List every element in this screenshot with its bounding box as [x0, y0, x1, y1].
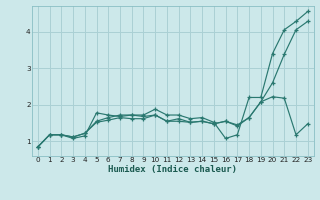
X-axis label: Humidex (Indice chaleur): Humidex (Indice chaleur)	[108, 165, 237, 174]
